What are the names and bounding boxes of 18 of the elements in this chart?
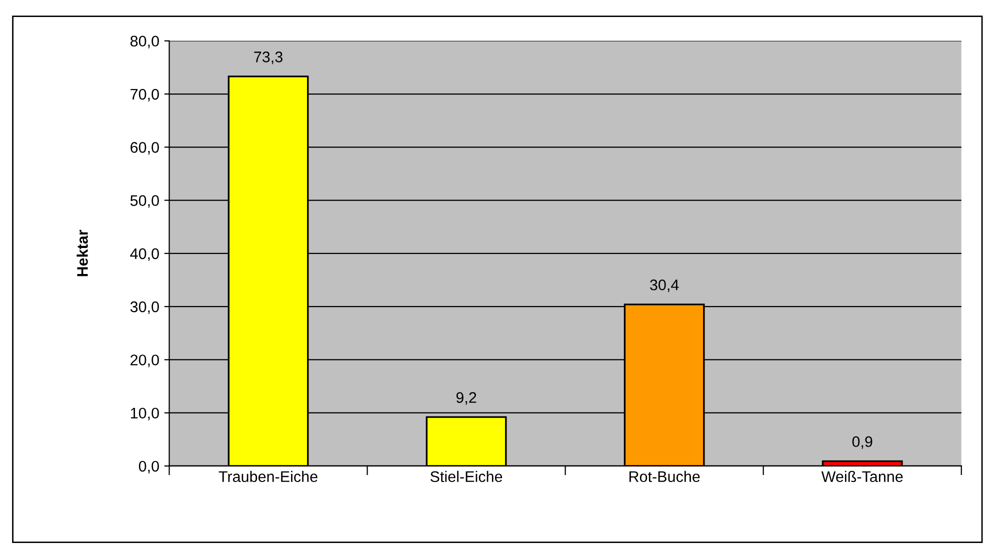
data-label: 30,4: [650, 279, 679, 292]
y-tick-label: 60,0: [130, 142, 159, 155]
y-tick-label: 10,0: [130, 408, 159, 420]
x-tick-label: Stiel-Eiche: [430, 470, 502, 482]
data-label: 73,3: [254, 52, 282, 64]
x-tick-label: Rot-Buche: [629, 470, 700, 482]
data-label: 9,2: [456, 392, 476, 405]
y-tick-label: 30,0: [130, 301, 159, 314]
y-tick-label: 80,0: [130, 36, 159, 48]
y-tick-label: 70,0: [130, 88, 159, 102]
y-axis-title: Hektar: [76, 230, 88, 276]
y-tick-label: 20,0: [130, 354, 159, 368]
x-tick-label: Trauben-Eiche: [218, 470, 318, 482]
data-label: 0,9: [852, 436, 872, 449]
y-tick-label: 50,0: [130, 195, 159, 208]
x-tick-label: Weiß-Tanne: [821, 470, 903, 482]
y-tick-label: 0,0: [138, 460, 159, 474]
y-tick-label: 40,0: [130, 248, 159, 261]
